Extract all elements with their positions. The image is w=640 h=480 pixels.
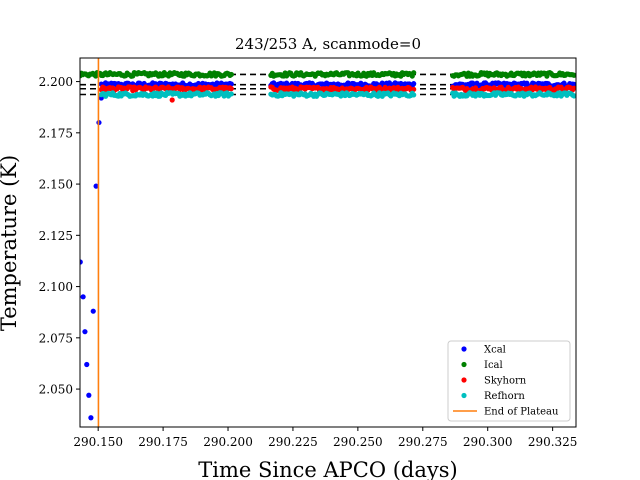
x-tick-label: 290.275 — [398, 435, 448, 449]
legend-marker-ical — [461, 361, 467, 368]
x-tick-label: 290.150 — [73, 435, 123, 449]
xcal-transient-point — [80, 259, 83, 265]
y-tick-label: 2.200 — [39, 75, 73, 89]
refhorn-point — [228, 91, 234, 97]
legend-marker-refhorn — [461, 392, 467, 399]
skyhorn-point — [228, 86, 234, 92]
y-tick-label: 2.075 — [39, 331, 73, 345]
xcal-transient-point — [82, 329, 88, 335]
chart-title: 243/253 A, scanmode=0 — [235, 35, 421, 53]
xcal-transient-point — [88, 415, 94, 421]
plot-area-frame — [79, 57, 577, 428]
legend-label-end-of-plateau: End of Plateau — [484, 407, 559, 418]
x-tick-label: 290.300 — [463, 435, 513, 449]
legend-label-skyhorn: Skyhorn — [484, 376, 527, 387]
y-tick-label: 2.150 — [39, 178, 73, 192]
legend-label-xcal: Xcal — [484, 345, 506, 356]
data-points — [80, 69, 576, 421]
x-axis-label: Time Since APCO (days) — [198, 458, 457, 480]
y-tick-label: 2.050 — [39, 383, 73, 397]
y-tick-label: 2.175 — [39, 126, 73, 140]
y-axis-label: Temperature (K) — [0, 155, 21, 331]
x-tick-label: 290.225 — [268, 435, 318, 449]
xcal-transient-point — [93, 183, 99, 189]
legend-marker-skyhorn — [461, 377, 467, 383]
y-tick-label: 2.125 — [39, 229, 73, 243]
legend: Xcal Ical Skyhorn Refhorn End of Plateau — [447, 340, 571, 422]
xcal-transient-point — [80, 294, 86, 300]
xcal-point — [411, 81, 417, 87]
xcal-point — [571, 81, 576, 87]
x-tick-label: 290.200 — [203, 435, 253, 449]
y-tick-label: 2.100 — [39, 280, 73, 294]
y-axis-ticks: 2.050 2.075 2.100 2.125 2.150 2.175 2.200 — [39, 75, 80, 397]
x-tick-label: 290.250 — [333, 435, 383, 449]
ical-point — [228, 71, 234, 78]
refhorn-point — [411, 92, 417, 98]
legend-label-refhorn: Refhorn — [484, 391, 525, 402]
xcal-transient-point — [86, 392, 92, 398]
skyhorn-point — [571, 85, 576, 91]
xcal-transient-point — [84, 361, 90, 368]
x-tick-label: 290.175 — [138, 435, 188, 449]
x-axis-ticks: 290.150 290.175 290.200 290.225 290.250 290.2… — [73, 427, 577, 449]
x-tick-label: 290.325 — [528, 435, 578, 449]
ical-point — [411, 70, 417, 76]
legend-box — [447, 340, 571, 422]
legend-label-ical: Ical — [484, 360, 503, 371]
refhorn-point — [571, 93, 576, 99]
xcal-transient-point — [90, 308, 96, 314]
skyhorn-point — [411, 86, 417, 92]
ical-point — [571, 72, 576, 78]
legend-marker-xcal — [461, 346, 467, 352]
skyhorn-outlier-point — [169, 97, 175, 103]
